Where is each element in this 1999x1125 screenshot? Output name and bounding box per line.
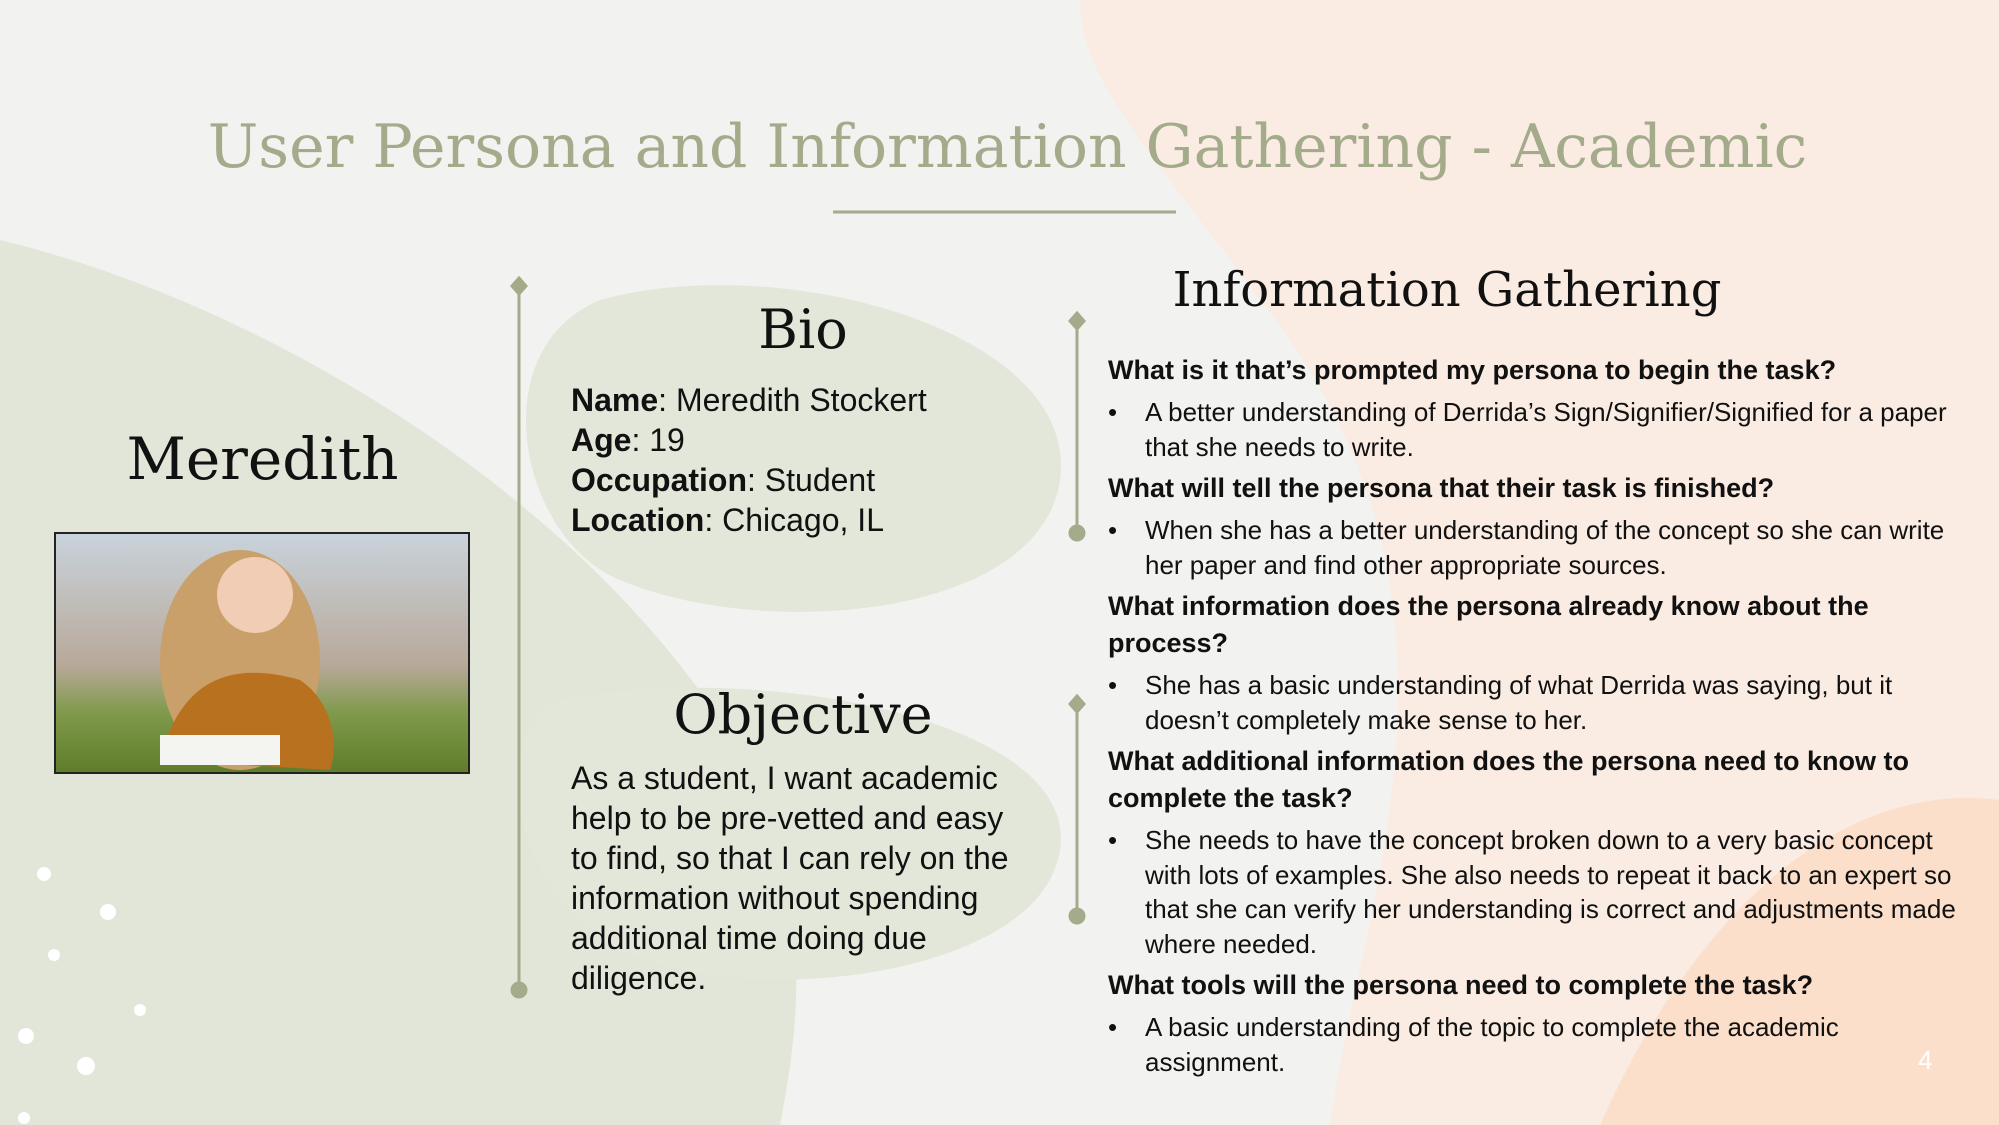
question: What will tell the persona that their ta… [1108,473,1775,503]
answer: She has a basic understanding of what De… [1108,668,1958,737]
persona-photo [54,532,470,774]
bio-label: Name [571,382,659,418]
bio-label: Location [571,502,705,538]
title: User Persona and Information Gathering -… [207,112,1808,182]
bio-fields: Name: Meredith Stockert Age: 19 Occupation… [571,380,927,540]
info-heading: Information Gathering [1172,262,1722,318]
persona-name: Meredith [126,425,399,493]
bio-label: Age [571,422,632,458]
answer: A basic understanding of the topic to co… [1108,1010,1958,1079]
bio-label: Occupation [571,462,748,498]
objective-heading: Objective [673,683,933,746]
info-list: What is it that’s prompted my persona to… [1108,348,1958,1085]
answer: She needs to have the concept broken dow… [1108,823,1958,961]
question: What tools will the persona need to comp… [1108,970,1814,1000]
question: What is it that’s prompted my persona to… [1108,355,1837,385]
page-number: 4 [1918,1045,1933,1075]
bio-value: : Meredith Stockert [658,382,927,418]
objective-text: As a student, I want academic help to be… [571,760,1009,996]
bio-value: : Student [747,462,876,498]
answer: When she has a better understanding of t… [1108,513,1958,582]
bio-value: : Chicago, IL [704,502,884,538]
bio-value: : 19 [631,422,685,458]
question: What information does the persona alread… [1108,591,1869,658]
bio-row: Name: Meredith Stockert [571,380,927,420]
bio-row: Age: 19 [571,420,927,460]
answer: A better understanding of Derrida’s Sign… [1108,395,1958,464]
bio-row: Location: Chicago, IL [571,500,927,540]
bio-heading: Bio [758,298,848,361]
question: What additional information does the per… [1108,746,1910,813]
bio-row: Occupation: Student [571,460,927,500]
